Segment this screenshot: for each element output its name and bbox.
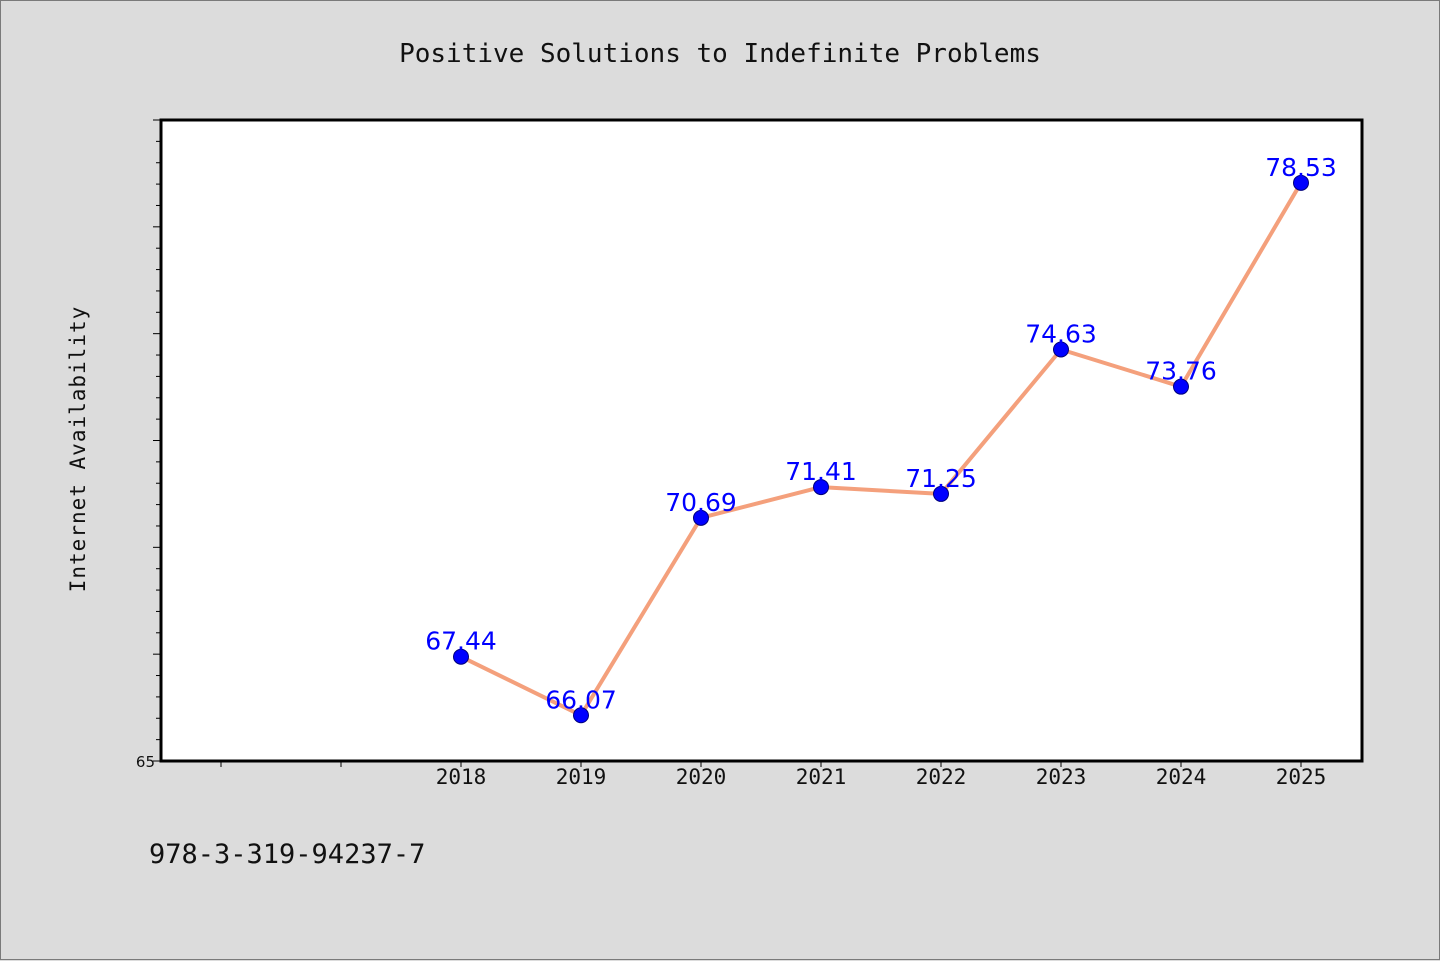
x-tick-label: 2025: [1276, 765, 1327, 789]
data-point: [813, 479, 829, 496]
series-group: 67.44 66.07 70.69 71.41 71.25 74.63 73.76 78.53: [425, 153, 1337, 724]
x-tick-label: 2021: [796, 765, 847, 789]
x-axis-ticks: 2018 2019 2020 2021 2022 2023 2024 2025: [220, 761, 1327, 789]
data-label: 71.25: [905, 464, 977, 493]
data-label: 67.44: [425, 627, 497, 656]
data-label: 71.41: [785, 457, 857, 486]
x-tick-label: 2020: [676, 765, 727, 789]
y-axis-label: Internet Availability: [66, 306, 90, 593]
plot-area: [159, 118, 1364, 763]
x-tick-label: 2023: [1036, 765, 1087, 789]
data-label: 78.53: [1265, 153, 1337, 182]
chart-title: Positive Solutions to Indefinite Problem…: [399, 39, 1041, 69]
data-label: 73.76: [1145, 357, 1217, 386]
x-tick-label: 2018: [436, 765, 487, 789]
data-point: [453, 648, 469, 665]
data-point: [1293, 174, 1309, 191]
x-tick-label: 2022: [916, 765, 967, 789]
data-label: 74.63: [1025, 319, 1097, 348]
data-point: [573, 707, 589, 724]
data-point: [693, 509, 709, 526]
series-line: [459, 180, 1303, 718]
data-point: [1173, 378, 1189, 395]
y-tick-label: 65: [136, 753, 155, 771]
data-point: [1053, 341, 1069, 358]
x-tick-label: 2024: [1156, 765, 1207, 789]
isbn-footer: 978-3-319-94237-7: [149, 839, 425, 870]
data-point: [933, 485, 949, 502]
y-axis-ticks: 65: [136, 119, 161, 771]
data-label: 66.07: [545, 685, 617, 714]
data-label: 70.69: [665, 488, 737, 517]
x-tick-label: 2019: [556, 765, 607, 789]
